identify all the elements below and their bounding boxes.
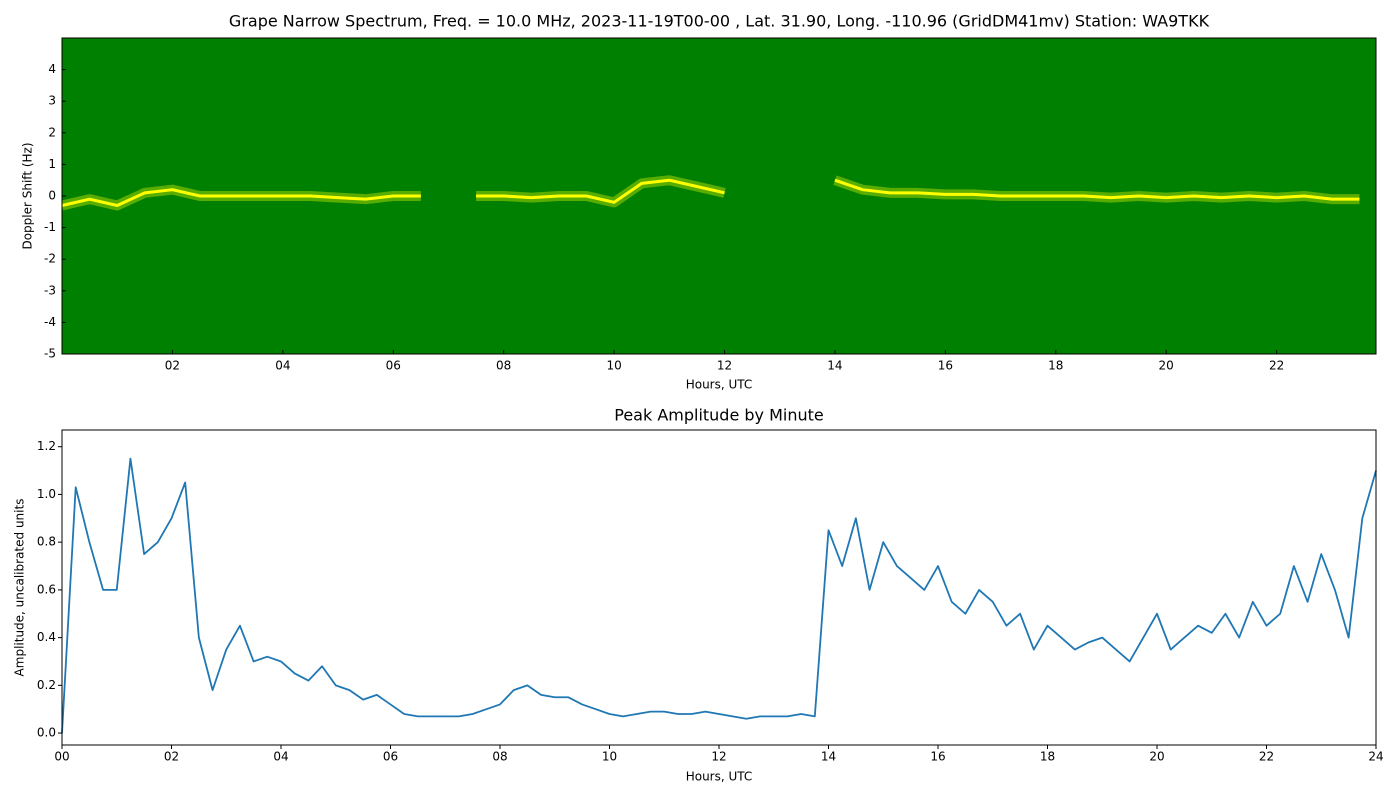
chart-title: Grape Narrow Spectrum, Freq. = 10.0 MHz,… <box>229 12 1210 31</box>
x-tick-label: 02 <box>165 359 180 373</box>
y-tick-label: 0.6 <box>37 582 56 596</box>
doppler-trace <box>61 178 1360 207</box>
x-tick-label: 20 <box>1149 750 1164 764</box>
y-tick-label: 3 <box>48 94 56 108</box>
x-tick-label: 18 <box>1048 359 1063 373</box>
x-axis-label: Hours, UTC <box>686 770 753 784</box>
y-tick-label: 2 <box>48 125 56 139</box>
x-tick-label: 06 <box>383 750 398 764</box>
y-tick-label: 1.2 <box>37 439 56 453</box>
x-tick-label: 04 <box>273 750 288 764</box>
y-tick-label: 0.8 <box>37 535 56 549</box>
y-tick-label: -4 <box>44 315 56 329</box>
x-tick-label: 22 <box>1259 750 1274 764</box>
y-tick-label: -3 <box>44 283 56 297</box>
y-tick-label: 0.4 <box>37 630 56 644</box>
x-tick-label: 10 <box>602 750 617 764</box>
plot-frame <box>61 429 1377 746</box>
x-axis-label: Hours, UTC <box>686 378 753 392</box>
y-tick-label: 0.2 <box>37 678 56 692</box>
y-tick-label: 0.0 <box>37 726 56 740</box>
y-tick-label: -1 <box>44 220 56 234</box>
x-tick-label: 18 <box>1040 750 1055 764</box>
amplitude-line <box>61 457 1377 734</box>
y-tick-label: 0 <box>48 189 56 203</box>
y-tick-label: 1 <box>48 157 56 171</box>
x-tick-label: 20 <box>1159 359 1174 373</box>
x-tick-label: 00 <box>54 750 69 764</box>
x-tick-label: 12 <box>717 359 732 373</box>
x-tick-label: 10 <box>606 359 621 373</box>
x-tick-label: 22 <box>1269 359 1284 373</box>
y-axis-label: Amplitude, uncalibrated units <box>13 499 27 677</box>
x-tick-label: 12 <box>711 750 726 764</box>
x-tick-label: 14 <box>821 750 836 764</box>
x-tick-label: 04 <box>275 359 290 373</box>
x-tick-label: 24 <box>1368 750 1383 764</box>
x-tick-label: 08 <box>492 750 507 764</box>
y-tick-label: 1.0 <box>37 487 56 501</box>
x-tick-label: 16 <box>930 750 945 764</box>
y-tick-label: -2 <box>44 252 56 266</box>
x-tick-label: 14 <box>827 359 842 373</box>
x-tick-label: 08 <box>496 359 511 373</box>
y-tick-label: -5 <box>44 347 56 361</box>
y-axis-label: Doppler Shift (Hz) <box>21 142 35 249</box>
chart-title: Peak Amplitude by Minute <box>614 406 824 425</box>
x-tick-label: 06 <box>386 359 401 373</box>
x-tick-label: 16 <box>938 359 953 373</box>
y-tick-label: 4 <box>48 62 56 76</box>
x-tick-label: 02 <box>164 750 179 764</box>
